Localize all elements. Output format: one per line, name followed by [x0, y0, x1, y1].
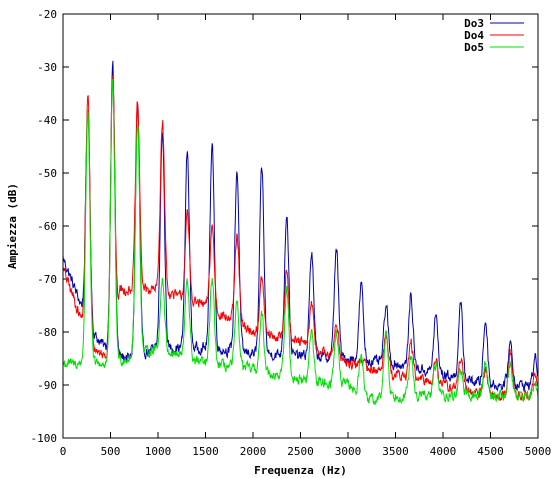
x-axis-ticks: 0 500 1000 1500 2000 2500 3000 3500 4000 4500 5000: [60, 14, 552, 458]
y-tick-label: -40: [37, 114, 57, 127]
legend-label-do4: Do4: [464, 29, 484, 42]
y-tick-label: -60: [37, 220, 57, 233]
y-tick-label: -20: [37, 8, 57, 21]
x-tick-label: 1500: [192, 445, 219, 458]
legend-label-do3: Do3: [464, 17, 484, 30]
x-tick-label: 500: [101, 445, 121, 458]
x-tick-label: 4000: [430, 445, 457, 458]
x-tick-label: 4500: [477, 445, 504, 458]
plot-frame: [62, 13, 539, 439]
x-axis-label: Frequenza (Hz): [254, 464, 347, 477]
y-tick-label: -100: [31, 432, 58, 445]
y-tick-label: -30: [37, 61, 57, 74]
x-tick-label: 2000: [240, 445, 267, 458]
x-tick-label: 3500: [382, 445, 409, 458]
series-line-do5: [62, 79, 539, 406]
x-tick-label: 2500: [287, 445, 314, 458]
x-tick-label: 3000: [335, 445, 362, 458]
y-axis-label: Ampiezza (dB): [6, 183, 19, 269]
y-tick-label: -80: [37, 326, 57, 339]
legend-label-do5: Do5: [464, 41, 484, 54]
x-tick-label: 0: [60, 445, 67, 458]
y-axis-ticks: -100 -90 -80 -70 -60 -50 -40 -30 -20: [31, 8, 538, 445]
y-tick-label: -90: [37, 379, 57, 392]
x-tick-label: 5000: [525, 445, 552, 458]
series-layer: [62, 60, 539, 406]
x-tick-label: 1000: [145, 445, 172, 458]
y-tick-label: -70: [37, 273, 57, 286]
y-tick-label: -50: [37, 167, 57, 180]
series-line-do4: [62, 75, 539, 402]
